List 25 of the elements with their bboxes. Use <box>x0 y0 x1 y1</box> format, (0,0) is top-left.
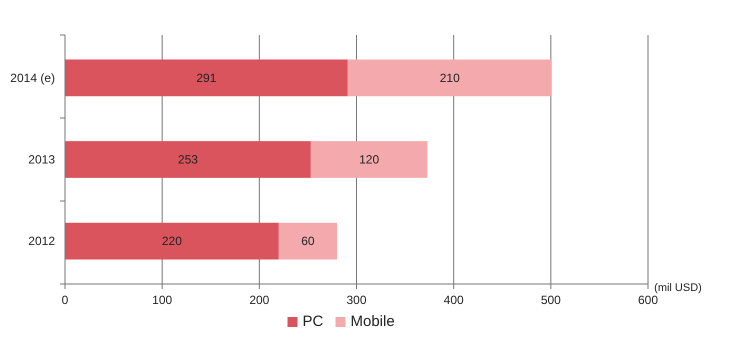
legend-label: Mobile <box>350 313 395 330</box>
x-tick-label: 100 <box>152 293 172 307</box>
y-tick-label: 2013 <box>28 152 56 166</box>
x-tick-label: 300 <box>346 293 367 307</box>
bar <box>65 59 348 96</box>
x-tick-label: 0 <box>62 293 69 307</box>
bar <box>65 141 311 178</box>
x-tick-label: 600 <box>638 293 658 307</box>
x-axis-title: (mil USD) <box>654 282 702 294</box>
y-tick-label: 2014 (e) <box>10 70 55 85</box>
legend-label: PC <box>302 313 324 330</box>
data-label: 220 <box>162 234 182 248</box>
x-tick-label: 400 <box>444 293 464 307</box>
data-label: 120 <box>359 152 380 166</box>
data-label: 210 <box>440 70 460 85</box>
bar <box>310 141 428 178</box>
x-tick-label: 500 <box>540 293 562 307</box>
data-label: 253 <box>178 152 198 166</box>
data-label: 291 <box>196 70 217 85</box>
bar <box>348 59 552 96</box>
y-tick-label: 2012 <box>28 234 56 248</box>
bar <box>278 222 338 260</box>
bar <box>65 222 279 260</box>
data-label: 60 <box>301 234 315 248</box>
x-tick-label: 200 <box>249 293 270 307</box>
